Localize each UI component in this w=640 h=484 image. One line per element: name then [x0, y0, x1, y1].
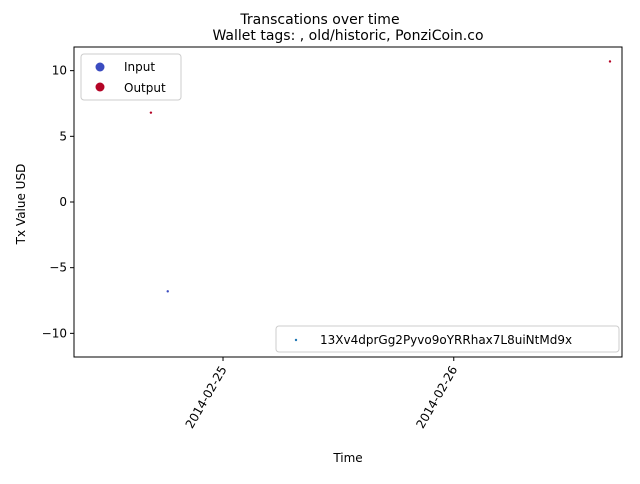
y-tick-label-1: 5 [59, 129, 67, 143]
class-legend: Input Output [80, 53, 182, 101]
y-tick-label-0: 10 [52, 64, 67, 78]
data-point-output-0 [149, 111, 153, 114]
y-tick-label-3: −5 [49, 261, 67, 275]
y-axis-ticks: 10 5 0 −5 −10 [42, 64, 74, 340]
data-point-output-2 [608, 60, 612, 63]
legend-wallet-label: 13Xv4dprGg2Pyvo9oYRRhax7L8uiNtMd9x [320, 333, 572, 347]
legend-wallet-marker [294, 338, 298, 342]
legend-input-marker [95, 62, 105, 72]
data-point-input-1 [166, 290, 169, 293]
data-points [149, 60, 612, 293]
legend-input-label: Input [124, 60, 155, 74]
chart-title: Wallet tags: , old/historic, PonziCoin.c… [212, 28, 483, 44]
y-tick-label-4: −10 [42, 326, 67, 340]
legend-output-marker [95, 82, 105, 92]
legend-output-label: Output [124, 81, 166, 95]
figure-suptitle: Transcations over time [239, 12, 399, 28]
y-axis-label: Tx Value USD [14, 164, 28, 246]
series-legend: 13Xv4dprGg2Pyvo9oYRRhax7L8uiNtMd9x [275, 325, 620, 353]
x-axis-label: Time [332, 451, 362, 465]
y-tick-label-2: 0 [59, 195, 67, 209]
